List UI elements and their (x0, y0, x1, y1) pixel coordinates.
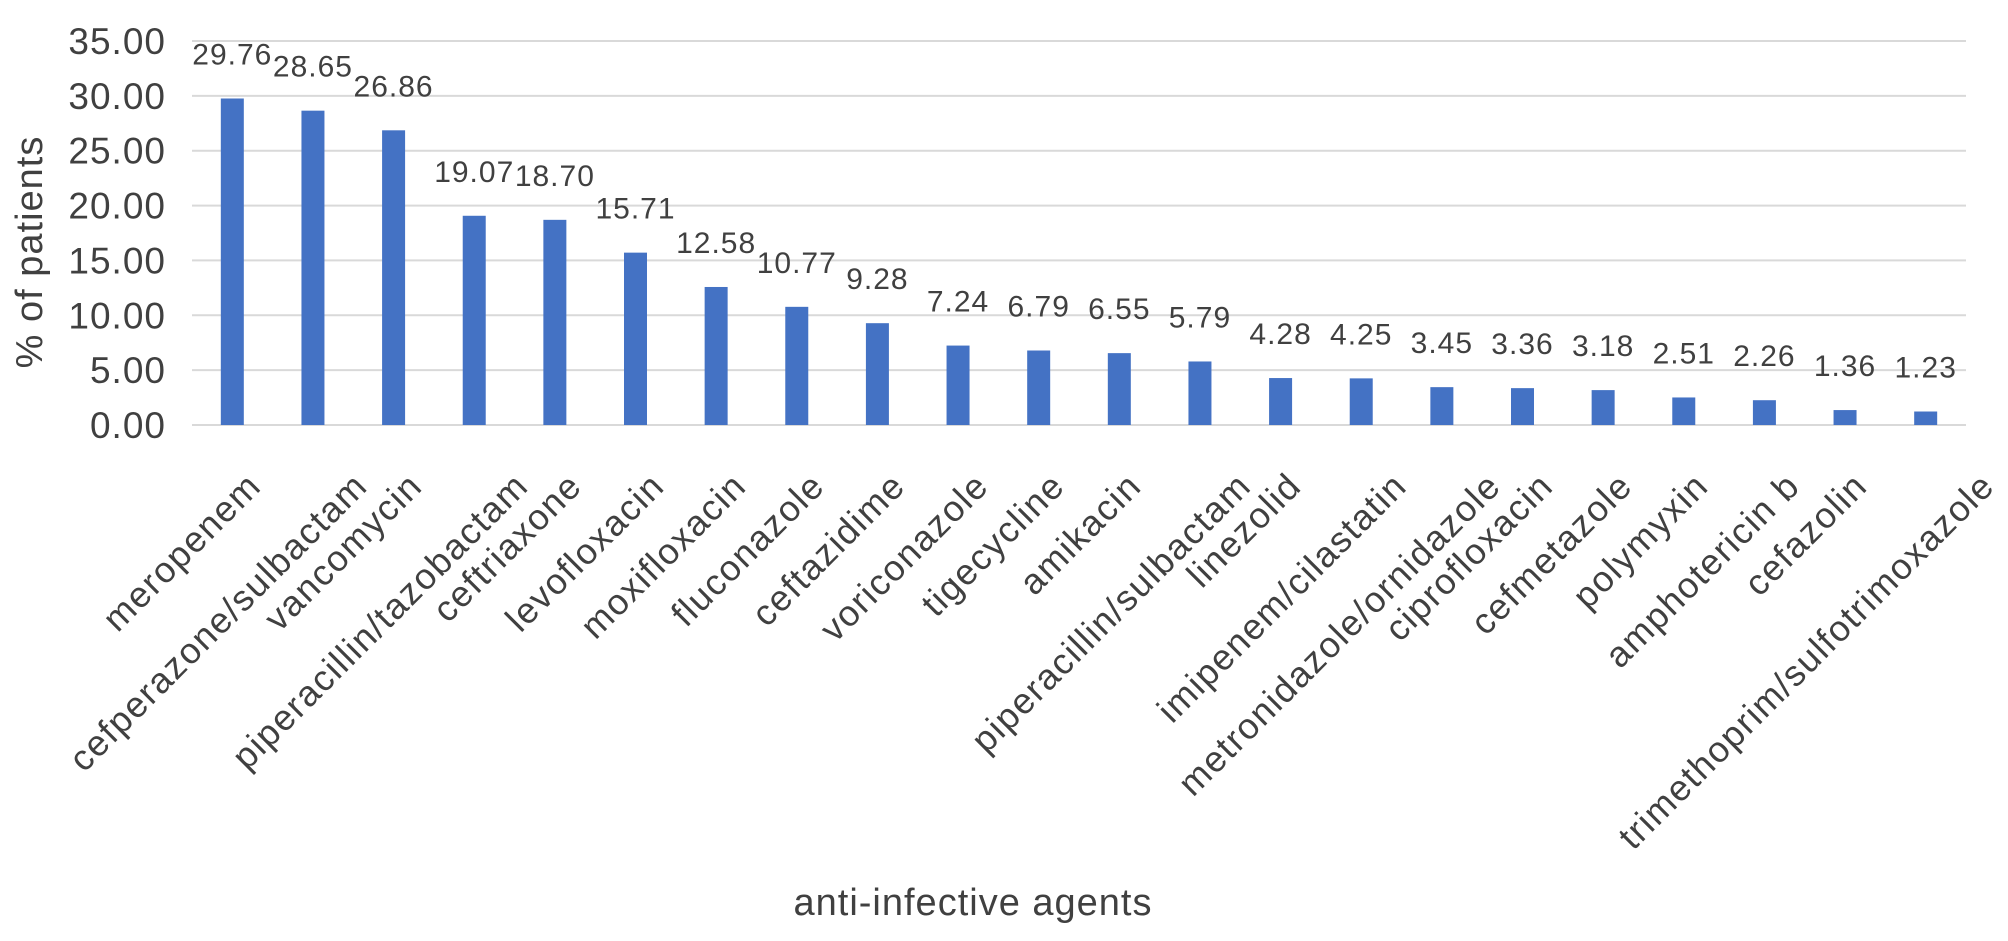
bar-ceftriaxone (543, 219, 567, 425)
bar-moxifloxacin (704, 286, 728, 425)
x-axis-title: anti-infective agents (794, 882, 1153, 924)
y-tick-label: 25.00 (68, 131, 166, 172)
bar-meropenem (220, 98, 244, 425)
data-label: 4.28 (1249, 318, 1311, 351)
data-label: 1.36 (1814, 350, 1876, 383)
y-tick-label: 5.00 (90, 350, 166, 391)
data-label: 10.77 (757, 247, 837, 280)
bar-amphotericin-b (1752, 400, 1776, 425)
bar-piperacillin-sulbactam (1188, 361, 1212, 425)
data-label: 2.26 (1733, 340, 1795, 373)
bar-cefmetazole (1591, 390, 1615, 425)
y-axis-title: % of patients (9, 136, 51, 369)
y-tick-label: 30.00 (68, 76, 166, 117)
bar-voriconazole (946, 345, 970, 425)
bar-fluconazole (785, 306, 809, 425)
data-label: 6.55 (1088, 293, 1150, 326)
y-tick-label: 0.00 (90, 405, 166, 446)
y-tick-label: 35.00 (68, 21, 166, 62)
bar-tigecycline (1027, 350, 1051, 425)
y-tick-label: 20.00 (68, 186, 166, 227)
x-axis-category-labels: meropenemcefperazone/sulbactamvancomycin… (61, 465, 2002, 857)
data-label: 7.24 (927, 286, 989, 319)
y-axis-tick-labels: 0.00 5.00 10.00 15.00 20.00 25.00 30.00 35.00 (68, 21, 166, 446)
gridlines (192, 40, 1966, 426)
bar-cefazolin (1833, 410, 1857, 425)
bar-linezolid (1269, 378, 1293, 425)
bar-trimethoprim-sulfotrimoxazole (1914, 411, 1938, 425)
data-label: 15.71 (595, 193, 675, 226)
y-tick-label: 10.00 (68, 295, 166, 336)
data-label: 2.51 (1653, 337, 1715, 370)
bar-amikacin (1107, 353, 1131, 425)
data-label: 26.86 (354, 70, 434, 103)
data-label: 6.79 (1007, 291, 1069, 324)
y-tick-label: 15.00 (68, 240, 166, 281)
bar-cefperazone-sulbactam (301, 110, 325, 425)
data-label: 3.36 (1491, 328, 1553, 361)
data-label: 3.18 (1572, 330, 1634, 363)
bar-ciprofloxacin (1511, 388, 1534, 425)
data-label: 29.76 (192, 38, 272, 71)
bars (220, 98, 1938, 425)
data-label: 9.28 (846, 263, 908, 296)
data-label: 19.07 (434, 156, 514, 189)
bar-polymyxin (1672, 397, 1696, 425)
bar-levofloxacin (624, 252, 647, 425)
data-label: 28.65 (273, 51, 353, 84)
bar-ceftazidime (865, 323, 889, 425)
data-label: 4.25 (1330, 318, 1392, 351)
bar-imipenem-cilastatin (1349, 378, 1373, 425)
data-label: 1.23 (1894, 352, 1956, 385)
bar-piperacillin-tazobactam (462, 215, 486, 425)
bar-vancomycin (382, 130, 406, 425)
data-label: 3.45 (1411, 327, 1473, 360)
data-label: 5.79 (1169, 301, 1231, 334)
data-label: 18.70 (515, 160, 595, 193)
bar-metronidazole-ornidazole (1430, 387, 1454, 425)
data-label: 12.58 (676, 227, 756, 260)
